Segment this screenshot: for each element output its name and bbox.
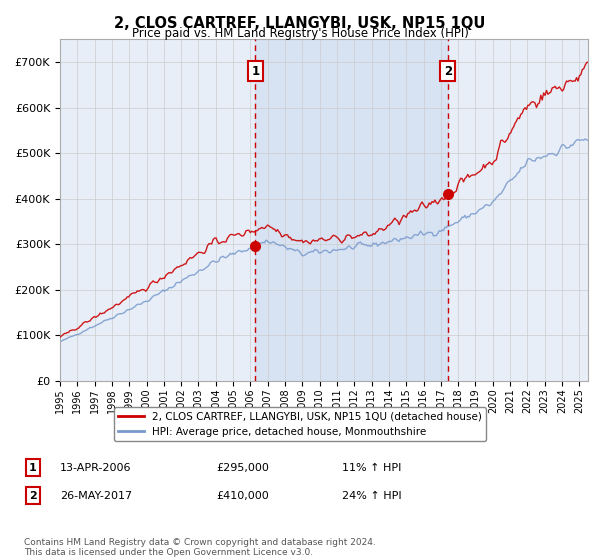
Text: £410,000: £410,000 [216, 491, 269, 501]
Text: Price paid vs. HM Land Registry's House Price Index (HPI): Price paid vs. HM Land Registry's House … [131, 27, 469, 40]
Text: 11% ↑ HPI: 11% ↑ HPI [342, 463, 401, 473]
Text: £295,000: £295,000 [216, 463, 269, 473]
Text: 26-MAY-2017: 26-MAY-2017 [60, 491, 132, 501]
Text: 2: 2 [444, 64, 452, 78]
Text: 2: 2 [29, 491, 37, 501]
Text: 24% ↑ HPI: 24% ↑ HPI [342, 491, 401, 501]
Text: 13-APR-2006: 13-APR-2006 [60, 463, 131, 473]
Bar [255, 39, 448, 381]
Text: 1: 1 [251, 64, 259, 78]
Text: Contains HM Land Registry data © Crown copyright and database right 2024.
This d: Contains HM Land Registry data © Crown c… [24, 538, 376, 557]
Text: 2, CLOS CARTREF, LLANGYBI, USK, NP15 1QU: 2, CLOS CARTREF, LLANGYBI, USK, NP15 1QU [115, 16, 485, 31]
Legend: 2, CLOS CARTREF, LLANGYBI, USK, NP15 1QU (detached house), HPI: Average price, d: 2, CLOS CARTREF, LLANGYBI, USK, NP15 1QU… [114, 408, 486, 441]
Text: 1: 1 [29, 463, 37, 473]
